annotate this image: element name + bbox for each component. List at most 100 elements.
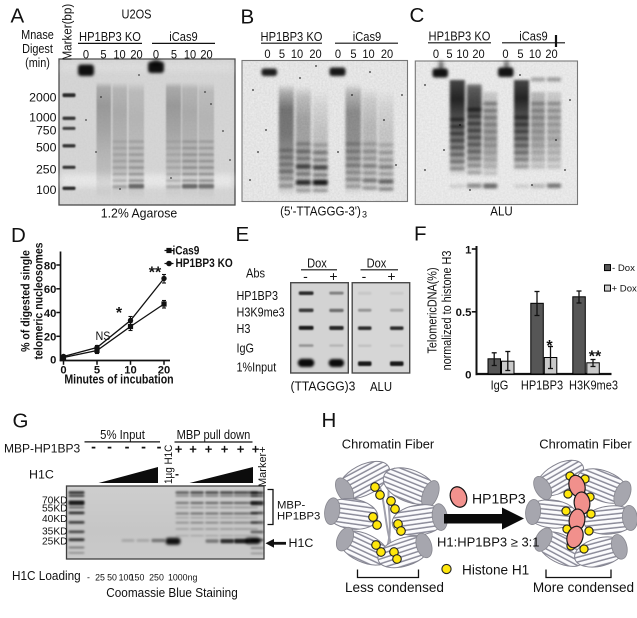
svg-text:iCas9: iCas9 (353, 29, 382, 44)
svg-text:(TTAGGG)3: (TTAGGG)3 (291, 379, 356, 393)
svg-text:5: 5 (100, 48, 106, 62)
svg-text:H: H (322, 409, 337, 432)
svg-text:H1C Loading: H1C Loading (12, 568, 81, 583)
svg-text:1µg H1C: 1µg H1C (163, 445, 175, 484)
svg-text:Dox: Dox (367, 256, 387, 270)
svg-text:(5'-TTAGGG-3'): (5'-TTAGGG-3') (280, 205, 361, 219)
svg-text:-: - (87, 572, 90, 582)
svg-text:5: 5 (279, 47, 285, 61)
svg-text:60: 60 (44, 284, 56, 296)
svg-text:MBP-HP1BP3: MBP-HP1BP3 (4, 441, 80, 455)
svg-text:**: ** (149, 265, 162, 282)
svg-text:Abs: Abs (246, 267, 265, 281)
svg-text:5: 5 (350, 47, 356, 61)
svg-text:150: 150 (130, 572, 145, 582)
svg-text:0: 0 (60, 364, 66, 376)
svg-text:+: + (252, 442, 260, 457)
svg-text:Histone H1: Histone H1 (462, 563, 529, 578)
svg-text:H3: H3 (237, 322, 251, 336)
svg-text:10: 10 (456, 47, 468, 61)
svg-text:normalized to histone H3: normalized to histone H3 (440, 251, 454, 371)
svg-text:iCas9: iCas9 (169, 29, 198, 44)
svg-text:+: + (329, 268, 337, 284)
svg-text:A: A (11, 4, 25, 27)
svg-text:HP1BP3 KO: HP1BP3 KO (429, 28, 491, 43)
svg-text:-: - (107, 440, 112, 456)
svg-text:-: - (362, 268, 367, 284)
svg-text:Coomassie Blue Staining: Coomassie Blue Staining (106, 585, 238, 600)
svg-text:1%Input: 1%Input (237, 361, 277, 375)
svg-text:1: 1 (465, 244, 472, 256)
svg-text:Chromatin Fiber: Chromatin Fiber (342, 437, 435, 452)
svg-text:10: 10 (113, 48, 125, 62)
svg-text:5: 5 (94, 364, 100, 376)
svg-text:F: F (414, 223, 427, 246)
svg-text:5: 5 (517, 47, 523, 61)
svg-text:HP1BP3 KO: HP1BP3 KO (79, 29, 141, 44)
svg-text:0: 0 (502, 47, 508, 61)
svg-text:5% Input: 5% Input (100, 428, 145, 442)
svg-text:HP1BP3 KO: HP1BP3 KO (176, 257, 233, 270)
svg-text:1000ng: 1000ng (168, 572, 197, 582)
svg-text:10: 10 (362, 47, 374, 61)
svg-text:0: 0 (153, 48, 159, 62)
svg-text:-: - (141, 440, 146, 456)
svg-text:20: 20 (309, 47, 321, 61)
svg-text:250: 250 (149, 572, 164, 582)
svg-text:- Dox: - Dox (612, 263, 635, 274)
svg-text:ALU: ALU (490, 203, 512, 218)
svg-text:1000: 1000 (29, 111, 57, 125)
svg-text:3: 3 (362, 209, 367, 219)
svg-text:iCas9: iCas9 (173, 244, 200, 257)
svg-text:G: G (13, 410, 29, 433)
svg-text:20: 20 (381, 47, 393, 61)
svg-text:20: 20 (44, 332, 56, 344)
svg-text:Less condensed: Less condensed (345, 580, 444, 595)
svg-text:10: 10 (291, 47, 303, 61)
svg-text:2000: 2000 (29, 90, 57, 104)
svg-text:telomeric nucleosomes: telomeric nucleosomes (32, 242, 46, 359)
svg-text:HP1BP3: HP1BP3 (237, 289, 279, 303)
svg-text:H1C: H1C (289, 536, 314, 550)
svg-text:10: 10 (529, 47, 541, 61)
svg-text:NS: NS (96, 329, 111, 343)
svg-text:+: + (387, 268, 395, 284)
svg-text:-: - (91, 440, 96, 456)
svg-text:D: D (11, 224, 26, 247)
svg-text:*: * (546, 338, 553, 355)
svg-text:-: - (303, 268, 308, 284)
svg-text:HP1BP3: HP1BP3 (277, 511, 320, 523)
svg-text:+: + (189, 442, 197, 457)
svg-text:250: 250 (36, 162, 57, 176)
svg-text:10: 10 (184, 48, 196, 62)
svg-text:25KD: 25KD (42, 536, 67, 547)
svg-text:40KD: 40KD (42, 514, 67, 525)
svg-text:500: 500 (36, 140, 57, 154)
svg-text:+ Dox: + Dox (612, 284, 637, 295)
svg-text:0: 0 (335, 47, 341, 61)
svg-text:+: + (221, 442, 229, 457)
svg-text:0.5: 0.5 (456, 307, 472, 319)
svg-text:MBP-: MBP- (277, 500, 305, 512)
svg-text:MBP pull down: MBP pull down (177, 428, 251, 442)
svg-text:Minutes of incubation: Minutes of incubation (64, 373, 173, 387)
svg-text:+: + (175, 442, 183, 457)
svg-text:80: 80 (44, 260, 56, 272)
svg-text:10: 10 (124, 364, 136, 376)
svg-text:40: 40 (44, 308, 56, 320)
svg-text:U2OS: U2OS (122, 6, 152, 21)
svg-text:H3K9me3: H3K9me3 (569, 377, 618, 392)
svg-text:70KD: 70KD (42, 495, 67, 506)
svg-text:0: 0 (83, 48, 89, 62)
svg-text:C: C (410, 4, 425, 27)
svg-text:HP1BP3 KO: HP1BP3 KO (261, 29, 323, 44)
svg-text:50: 50 (107, 572, 117, 582)
svg-text:+: + (237, 442, 245, 457)
svg-text:Marker(bp): Marker(bp) (61, 4, 75, 61)
svg-text:B: B (241, 5, 255, 28)
svg-text:H1C: H1C (29, 467, 54, 481)
svg-text:+: + (205, 442, 213, 457)
svg-text:H1:HP1BP3 ≥ 3:1: H1:HP1BP3 ≥ 3:1 (437, 535, 540, 550)
svg-text:0: 0 (50, 355, 56, 367)
svg-text:5: 5 (171, 48, 177, 62)
